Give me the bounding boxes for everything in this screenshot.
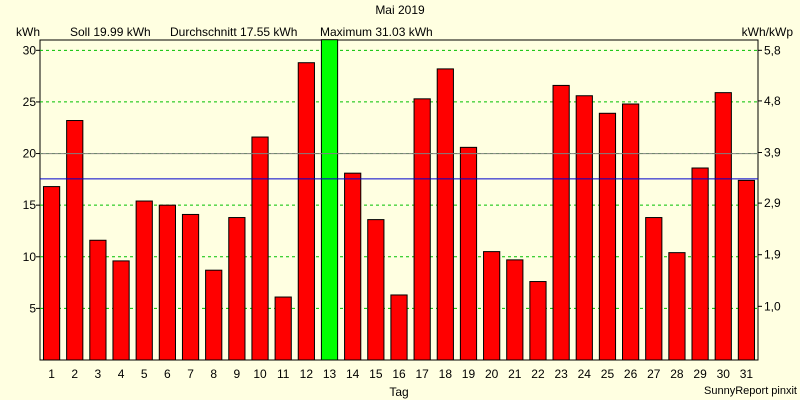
bar [668,252,686,361]
bar [552,84,570,361]
x-tick-label: 14 [346,367,360,381]
x-tick-label: 11 [277,367,290,381]
bar [691,167,709,361]
y-tick-label: 30 [23,43,37,57]
right-tick-label: 1,9 [764,248,781,262]
x-tick-label: 5 [141,367,148,381]
x-tick-label: 26 [624,367,638,381]
x-tick-label: 17 [415,367,429,381]
bar [135,200,153,361]
bar [506,259,524,361]
right-tick-label: 2,9 [764,196,781,210]
x-tick-label: 4 [118,367,125,381]
bar [112,260,130,361]
x-tick-label: 31 [740,367,754,381]
chart-title: Mai 2019 [375,3,425,17]
x-tick-label: 19 [462,367,476,381]
bar [274,296,292,361]
right-tick-label: 5,8 [764,43,781,57]
x-tick-label: 25 [601,367,615,381]
bar [483,251,501,361]
bar [622,103,640,361]
bars [42,39,756,361]
bar-max-day [320,39,339,361]
x-tick-label: 21 [508,367,522,381]
bar [89,239,107,361]
x-tick-label: 10 [253,367,267,381]
x-tick-label: 9 [234,367,241,381]
credit-text: SunnyReport pinxit [704,385,797,397]
right-axis-unit: kWh/kWp [742,25,794,39]
bar [367,219,385,361]
x-tick-label: 7 [187,367,194,381]
bar [297,62,315,361]
x-tick-label: 24 [578,367,592,381]
x-tick-label: 6 [164,367,171,381]
bar [598,112,617,361]
legend-soll: Soll 19.99 kWh [70,25,151,39]
bar [390,294,408,361]
bar [714,92,732,361]
bar [42,186,61,361]
right-tick-label: 1,0 [764,299,781,313]
right-tick-label: 3,9 [764,146,781,160]
x-tick-label: 29 [693,367,707,381]
x-axis-label: Tag [389,385,408,399]
y-tick-label: 5 [29,301,36,315]
bar [158,204,176,361]
bar [205,269,223,361]
x-tick-label: 16 [392,367,406,381]
bar [575,95,593,361]
x-tick-label: 23 [554,367,568,381]
bar [459,146,478,361]
bar [344,172,362,361]
legend-maximum: Maximum 31.03 kWh [320,25,433,39]
x-tick-label: 20 [485,367,499,381]
bar [251,136,269,361]
bar [436,68,454,361]
bar [737,179,756,361]
bar [645,217,663,361]
left-axis-unit: kWh [16,25,40,39]
x-tick-label: 3 [95,367,102,381]
bar [66,120,84,361]
x-tick-label: 27 [647,367,661,381]
x-tick-label: 8 [210,367,217,381]
x-tick-label: 22 [531,367,545,381]
x-tick-label: 18 [439,367,453,381]
reference-lines [40,153,758,180]
y-tick-label: 15 [23,198,37,212]
bar [228,217,246,361]
x-tick-label: 12 [300,367,314,381]
x-tick-label: 13 [323,367,337,381]
x-tick-label: 2 [71,367,78,381]
x-tick-label: 1 [48,367,55,381]
legend-durchschnitt: Durchschnitt 17.55 kWh [170,25,297,39]
bar [529,281,547,361]
x-tick-label: 15 [369,367,383,381]
y-tick-label: 25 [23,95,37,109]
y-tick-label: 10 [23,250,37,264]
x-tick-label: 28 [670,367,684,381]
y-tick-label: 20 [23,147,37,161]
right-tick-label: 4,8 [764,94,781,108]
x-tick-label: 30 [717,367,731,381]
bar [413,98,431,361]
bar [181,213,200,361]
